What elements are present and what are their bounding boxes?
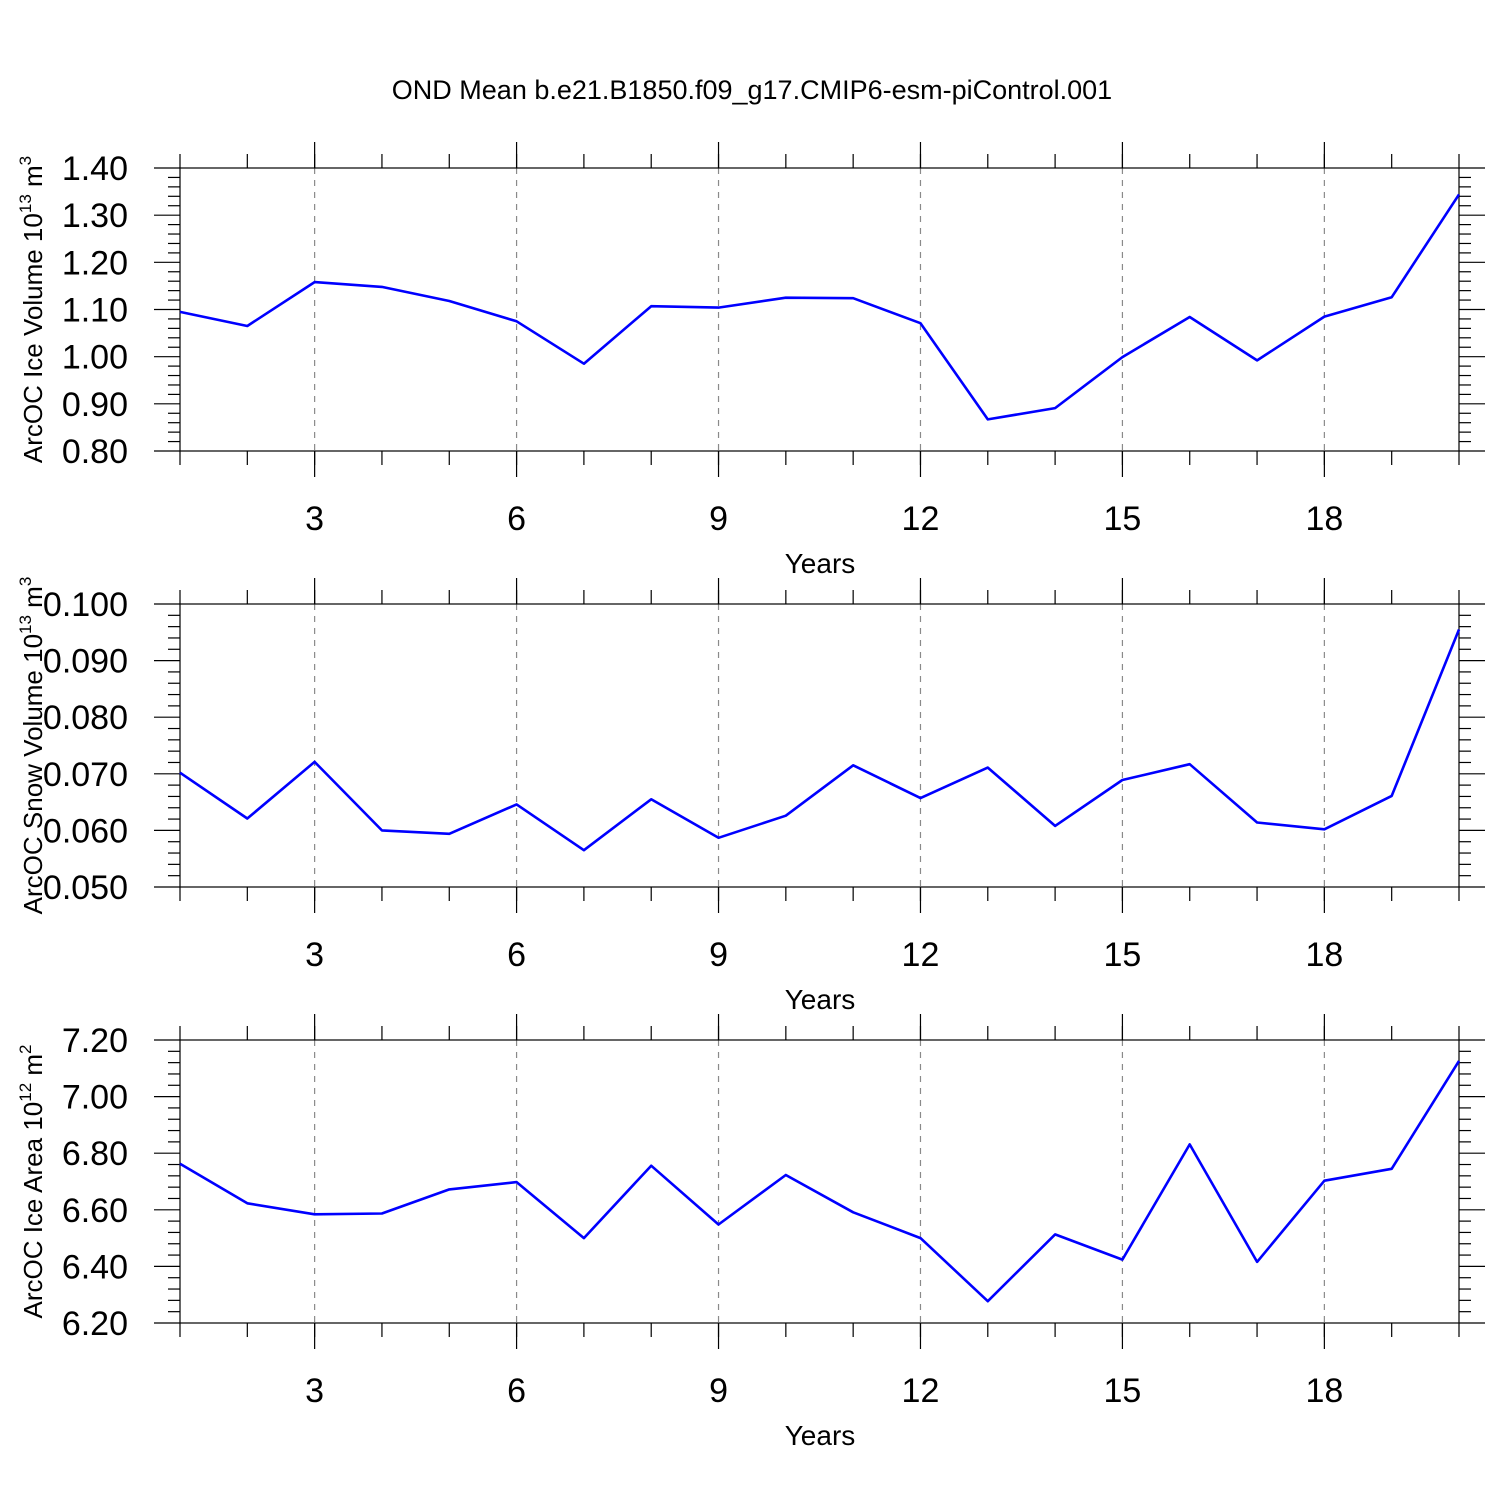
y-tick-label: 1.30 [62,197,128,235]
x-tick-label: 18 [1305,500,1343,538]
y-tick-label: 0.080 [43,699,128,737]
x-tick-label: 9 [709,936,728,974]
x-axis-label: Years [785,1420,856,1451]
y-tick-label: 1.40 [62,150,128,188]
x-tick-label: 12 [902,936,940,974]
y-tick-label: 0.100 [43,586,128,624]
x-tick-label: 9 [709,1372,728,1410]
y-tick-label: 0.070 [43,756,128,794]
y-axis-label: ArcOC Snow Volume 1013 m3 [16,577,48,915]
x-tick-label: 15 [1104,1372,1142,1410]
panels-group: 3 6 9 12 15 18 0.80 0.90 1.00 1.10 1.20 1.30 1.40 Yea… [16,142,1485,1451]
y-tick-label: 0.060 [43,812,128,850]
panel-3: 3 6 9 12 15 18 6.20 6.40 6.60 6.80 7.00 7.20 Years Ar… [16,1014,1485,1451]
x-tick-label: 15 [1104,936,1142,974]
y-tick-label: 0.050 [43,869,128,907]
x-tick-label: 6 [507,500,526,538]
y-tick-label: 1.20 [62,244,128,282]
y-tick-label: 6.40 [62,1248,128,1286]
series-line [179,1060,1461,1303]
y-tick-label: 1.00 [62,339,128,377]
x-tick-label: 6 [507,1372,526,1410]
x-axis-label: Years [785,548,856,579]
y-tick-label: 6.80 [62,1135,128,1173]
y-tick-label: 0.90 [62,386,128,424]
plot-frame [179,1039,1460,1324]
y-axis-label: ArcOC Ice Volume 1013 m3 [16,156,48,463]
series-line [179,629,1461,852]
panel-2: 3 6 9 12 15 18 0.050 0.060 0.070 0.080 0.090 0.100 Y… [16,577,1485,1015]
x-axis-label: Years [785,984,856,1015]
x-tick-label: 15 [1104,500,1142,538]
y-tick-label: 7.20 [62,1022,128,1060]
x-tick-label: 18 [1305,1372,1343,1410]
y-tick-label: 6.60 [62,1192,128,1230]
x-tick-label: 12 [902,500,940,538]
panel-1: 3 6 9 12 15 18 0.80 0.90 1.00 1.10 1.20 1.30 1.40 Yea… [16,142,1485,579]
y-tick-label: 6.20 [62,1305,128,1343]
x-tick-label: 3 [305,1372,324,1410]
x-tick-label: 3 [305,936,324,974]
y-tick-label: 1.10 [62,292,128,330]
plot-frame [179,603,1460,888]
x-tick-label: 3 [305,500,324,538]
plot-frame [179,167,1460,452]
x-tick-label: 6 [507,936,526,974]
y-tick-label: 0.80 [62,433,128,471]
x-tick-label: 9 [709,500,728,538]
x-tick-label: 12 [902,1372,940,1410]
y-tick-label: 7.00 [62,1079,128,1117]
chart-title: OND Mean b.e21.B1850.f09_g17.CMIP6-esm-p… [392,75,1112,105]
y-tick-label: 0.090 [43,643,128,681]
y-axis-label: ArcOC Ice Area 1012 m2 [16,1044,48,1318]
x-tick-label: 18 [1305,936,1343,974]
series-line [179,193,1461,421]
